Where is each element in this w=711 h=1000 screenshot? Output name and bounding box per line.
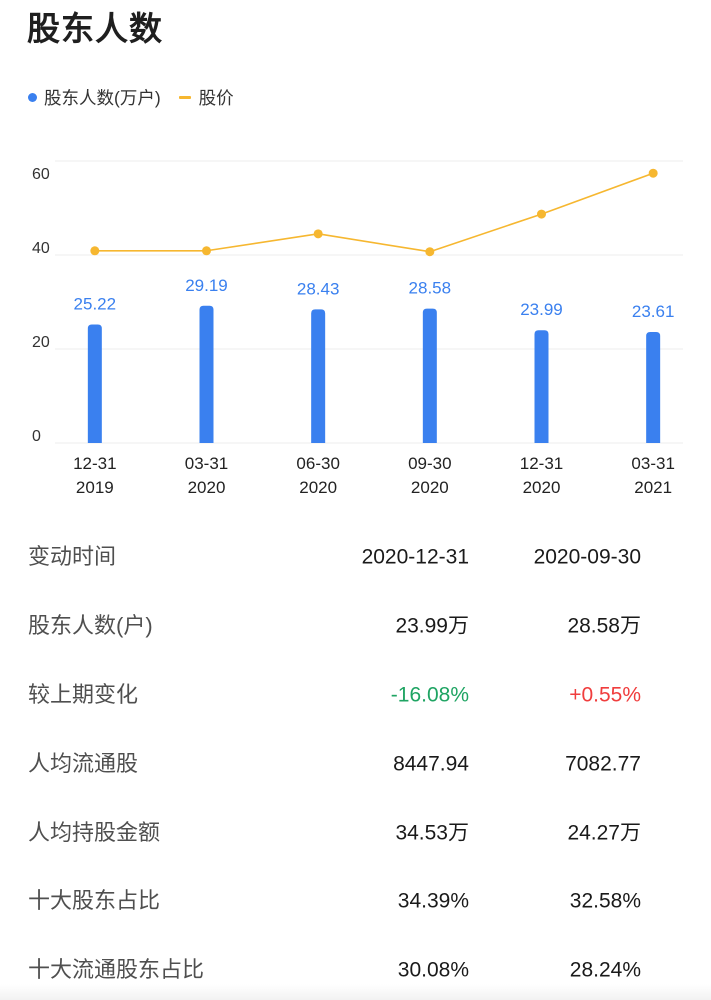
row-value: 34.39%: [397, 889, 469, 913]
x-tick-label-date: 12-31: [520, 454, 563, 473]
table-row-change: 较上期变化 -16.08% +0.55%: [0, 661, 711, 730]
table-row-per-capita-holding-value: 人均持股金额 34.53万 24.27万: [0, 798, 711, 867]
shareholder-bar: [422, 308, 437, 443]
shareholder-bar: [534, 330, 549, 443]
bar-value-label: 29.19: [185, 276, 228, 295]
price-point: [648, 168, 658, 178]
shareholder-bar: [199, 305, 214, 443]
shareholder-chart: 0 20 40 60 25.22 29.19 28.43 28.58 23.99 23.61 12-…: [32, 160, 683, 497]
row-value: 24.27万: [567, 820, 641, 844]
row-label: 十大流通股东占比: [28, 956, 205, 982]
bar-value-label: 28.43: [297, 279, 340, 298]
row-label: 股东人数(户): [28, 612, 153, 638]
table-row-top10-holders-ratio: 十大股东占比 34.39% 32.58%: [0, 867, 711, 936]
row-label: 十大股东占比: [28, 888, 161, 914]
x-tick-label-year: 2020: [188, 478, 226, 497]
x-tick-label-date: 03-31: [185, 454, 228, 473]
x-tick-label-year: 2020: [523, 478, 561, 497]
x-tick-label-date: 09-30: [408, 454, 451, 473]
y-tick-label: 20: [32, 334, 50, 351]
y-tick-label: 60: [32, 166, 50, 183]
row-label: 人均流通股: [28, 750, 139, 776]
row-value: 7082.77: [565, 752, 641, 776]
price-point: [425, 247, 435, 257]
column-date: 2020-09-30: [533, 545, 641, 569]
bar-value-label: 23.61: [632, 302, 675, 321]
y-tick-label: 40: [32, 240, 50, 257]
price-point: [90, 246, 100, 256]
legend-label-price: 股价: [198, 87, 234, 108]
x-tick-label-date: 06-30: [296, 454, 339, 473]
table-header-row: 变动时间 2020-12-31 2020-09-30: [0, 523, 711, 592]
row-value: 23.99万: [395, 614, 469, 638]
y-tick-label: 0: [32, 428, 41, 445]
change-value-positive: +0.55%: [569, 683, 641, 707]
row-label: 较上期变化: [28, 681, 139, 707]
section-title: 股东人数: [27, 10, 163, 47]
row-label: 人均持股金额: [28, 819, 161, 845]
price-point: [202, 246, 211, 256]
row-label: 变动时间: [28, 544, 117, 570]
legend-line-icon: [178, 95, 191, 99]
x-tick-label-year: 2019: [76, 478, 114, 497]
shareholder-bar: [646, 332, 661, 443]
price-point: [537, 209, 546, 219]
row-value: 28.58万: [567, 614, 641, 638]
row-value: 34.53万: [395, 820, 469, 844]
table-row-shareholder-count: 股东人数(户) 23.99万 28.58万: [0, 592, 711, 661]
shareholder-bar: [87, 324, 102, 443]
x-tick-label-date: 03-31: [631, 454, 674, 473]
x-tick-label-year: 2020: [299, 478, 337, 497]
bar-value-label: 23.99: [520, 300, 563, 319]
x-tick-label-date: 12-31: [73, 454, 116, 473]
shareholder-bar: [311, 309, 326, 443]
price-point: [313, 229, 323, 239]
bottom-fade: [0, 984, 711, 1000]
x-tick-label-year: 2021: [634, 478, 672, 497]
bar-value-label: 28.58: [409, 279, 452, 298]
shareholder-table: 变动时间 2020-12-31 2020-09-30 股东人数(户) 23.99…: [0, 523, 711, 1000]
chart-legend: 股东人数(万户) 股价: [28, 86, 234, 108]
change-value-negative: -16.08%: [390, 683, 469, 707]
row-value: 30.08%: [397, 958, 469, 982]
legend-item-shareholders[interactable]: 股东人数(万户): [28, 85, 161, 110]
table-row-per-capita-float-shares: 人均流通股 8447.94 7082.77: [0, 729, 711, 798]
column-date: 2020-12-31: [361, 545, 469, 569]
x-tick-label-year: 2020: [411, 478, 449, 497]
row-value: 8447.94: [393, 752, 469, 776]
legend-item-price[interactable]: 股价: [178, 85, 234, 110]
legend-label-shareholders: 股东人数(万户): [44, 87, 161, 108]
price-line: [94, 172, 654, 253]
row-value: 32.58%: [569, 889, 641, 913]
bar-value-label: 25.22: [74, 294, 117, 313]
table-row-top10-float-holders-ratio: 十大流通股东占比 30.08% 28.24%: [0, 936, 711, 1000]
legend-dot-icon: [28, 92, 37, 102]
row-value: 28.24%: [569, 958, 641, 982]
